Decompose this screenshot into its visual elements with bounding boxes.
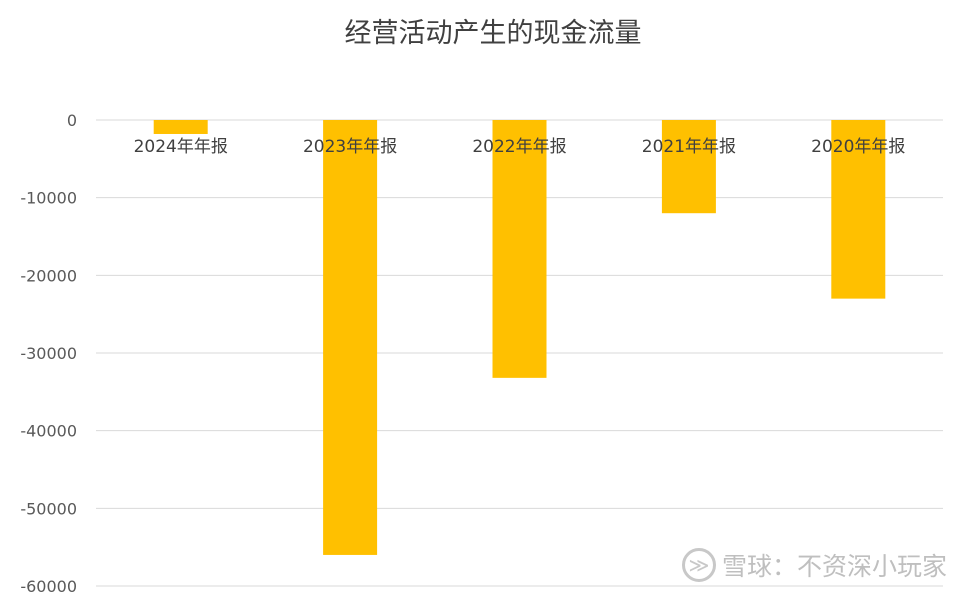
y-tick-label: -30000 — [20, 344, 77, 363]
bars — [153, 120, 886, 555]
category-labels: 2024年年报 2023年年报 2022年年报 2021年年报 2020年年报 — [134, 137, 906, 157]
y-tick-label: -40000 — [20, 422, 77, 441]
bar — [831, 120, 886, 299]
category-label: 2023年年报 — [303, 137, 397, 157]
y-tick-label: -20000 — [20, 266, 77, 285]
bar — [323, 120, 378, 555]
y-tick-label: -50000 — [20, 499, 77, 518]
category-label: 2022年年报 — [472, 137, 566, 157]
bar — [492, 120, 547, 378]
bar — [661, 120, 716, 214]
y-tick-label: -60000 — [20, 577, 77, 596]
category-label: 2021年年报 — [642, 137, 736, 157]
category-label: 2024年年报 — [134, 137, 228, 157]
category-label: 2020年年报 — [811, 137, 905, 157]
chart-title: 经营活动产生的现金流量 — [345, 18, 642, 49]
bar — [153, 120, 208, 134]
y-tick-label: 0 — [67, 111, 77, 130]
watermark: ≫ 雪球：不资深小玩家 — [681, 547, 947, 583]
watermark-text: 雪球：不资深小玩家 — [721, 552, 947, 581]
snowball-logo-icon: ≫ — [681, 548, 716, 582]
y-axis-ticks: 0 -10000 -20000 -30000 -40000 -50000 -60000 — [20, 111, 77, 596]
y-tick-label: -10000 — [20, 189, 77, 208]
